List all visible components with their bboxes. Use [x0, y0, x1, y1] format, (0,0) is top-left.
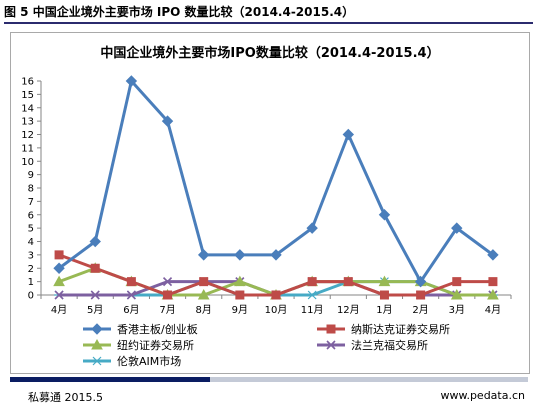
- data-point: [271, 290, 281, 300]
- data-point: [197, 249, 210, 261]
- data-point: [235, 290, 245, 300]
- x-tick-label: 4月: [51, 304, 67, 316]
- figure-caption: 图 5 中国企业境外主要市场 IPO 数量比较（2014.4-2015.4）: [4, 5, 355, 19]
- data-point: [450, 288, 463, 300]
- chart-title: 中国企业境外主要市场IPO数量比较（2014.4-2015.4）: [100, 45, 439, 61]
- data-point: [161, 115, 174, 127]
- data-point: [163, 290, 173, 300]
- data-point: [126, 277, 136, 287]
- data-point: [54, 250, 64, 260]
- x-tick-label: 5月: [87, 304, 103, 316]
- y-tick-label: 9: [28, 170, 34, 181]
- data-point: [53, 275, 65, 287]
- legend-marker: [91, 323, 103, 335]
- data-point: [90, 290, 100, 300]
- y-tick-label: 2: [28, 264, 34, 275]
- data-point: [487, 249, 499, 261]
- x-tick-label: 2月: [412, 304, 428, 316]
- y-tick-label: 16: [21, 77, 34, 88]
- data-point: [378, 275, 391, 287]
- data-point: [307, 290, 318, 300]
- y-tick-label: 12: [21, 130, 34, 141]
- data-point: [414, 275, 427, 288]
- x-tick-label: 4月: [485, 304, 501, 316]
- line-chart: 中国企业境外主要市场IPO数量比较（2014.4-2015.4） 0123456…: [21, 45, 512, 368]
- y-tick-label: 6: [28, 210, 34, 221]
- data-point: [451, 222, 463, 234]
- y-tick-label: 4: [28, 237, 34, 248]
- legend-marker: [326, 324, 336, 334]
- legend-label: 伦敦AIM市场: [117, 354, 181, 368]
- x-tick-label: 8月: [196, 304, 212, 316]
- data-point: [307, 277, 317, 287]
- x-tick-label: 12月: [337, 304, 360, 316]
- data-point: [162, 277, 173, 287]
- y-tick-label: 0: [28, 291, 34, 302]
- data-point: [343, 277, 353, 287]
- data-point: [90, 263, 100, 273]
- legend-label: 纳斯达克证券交易所: [351, 322, 450, 336]
- footer-website[interactable]: www.pedata.cn: [440, 389, 525, 402]
- data-point: [452, 277, 462, 287]
- data-point: [416, 290, 426, 300]
- data-point: [89, 235, 101, 248]
- data-point: [199, 277, 209, 287]
- caption-divider: [4, 22, 533, 24]
- x-tick-label: 3月: [449, 304, 465, 316]
- x-tick-label: 1月: [376, 304, 392, 316]
- y-tick-label: 13: [21, 117, 34, 128]
- data-point: [53, 262, 65, 274]
- footer-bar-accent: [10, 377, 210, 382]
- y-tick-label: 15: [21, 90, 34, 101]
- data-point: [233, 275, 246, 287]
- data-point: [488, 277, 498, 287]
- data-point: [379, 290, 389, 300]
- y-tick-label: 3: [28, 250, 34, 261]
- data-point: [342, 128, 355, 141]
- data-point: [270, 249, 282, 261]
- y-tick-label: 7: [28, 197, 34, 208]
- y-tick-label: 11: [21, 143, 34, 154]
- footer-source: 私募通 2015.5: [28, 391, 103, 404]
- y-tick-label: 5: [28, 224, 34, 235]
- x-tick-label: 11月: [301, 304, 324, 316]
- data-point: [306, 222, 318, 234]
- y-tick-label: 1: [28, 277, 34, 288]
- y-tick-label: 10: [21, 157, 34, 168]
- x-tick-label: 10月: [265, 304, 288, 316]
- y-tick-label: 8: [28, 184, 34, 195]
- data-point: [378, 209, 391, 221]
- data-point: [54, 290, 64, 300]
- legend-label: 香港主板/创业板: [117, 322, 198, 336]
- y-tick-label: 14: [21, 103, 34, 114]
- legend-marker: [326, 340, 336, 350]
- footer-bar: [10, 377, 528, 382]
- data-point: [125, 75, 138, 87]
- x-tick-label: 6月: [123, 304, 139, 316]
- data-point: [487, 288, 499, 300]
- data-point: [234, 249, 246, 261]
- data-point: [126, 290, 136, 300]
- x-tick-label: 9月: [232, 304, 248, 316]
- legend-label: 纽约证券交易所: [117, 338, 194, 352]
- data-point: [197, 288, 210, 300]
- x-tick-label: 7月: [159, 304, 175, 316]
- legend-marker: [91, 338, 103, 350]
- legend-label: 法兰克福交易所: [351, 338, 428, 352]
- legend-marker: [92, 356, 102, 366]
